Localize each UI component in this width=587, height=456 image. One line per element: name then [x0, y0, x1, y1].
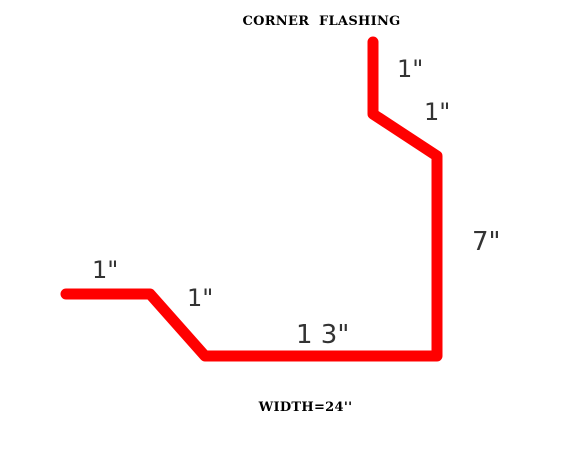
- dimension-label-bottom-hem: 1": [187, 284, 213, 312]
- dimension-label-top-hem: 1": [424, 98, 450, 126]
- width-caption: WIDTH=24'': [258, 400, 353, 415]
- dimension-label-vertical-side: 7": [472, 227, 501, 257]
- dimension-label-top-return: 1": [397, 55, 423, 83]
- dimension-label-bottom-base: 1 3": [296, 320, 349, 350]
- diagram-title: CORNER FLASHING: [242, 14, 401, 29]
- flashing-profile-line: [60, 36, 443, 362]
- dimension-label-bottom-return: 1": [92, 256, 118, 284]
